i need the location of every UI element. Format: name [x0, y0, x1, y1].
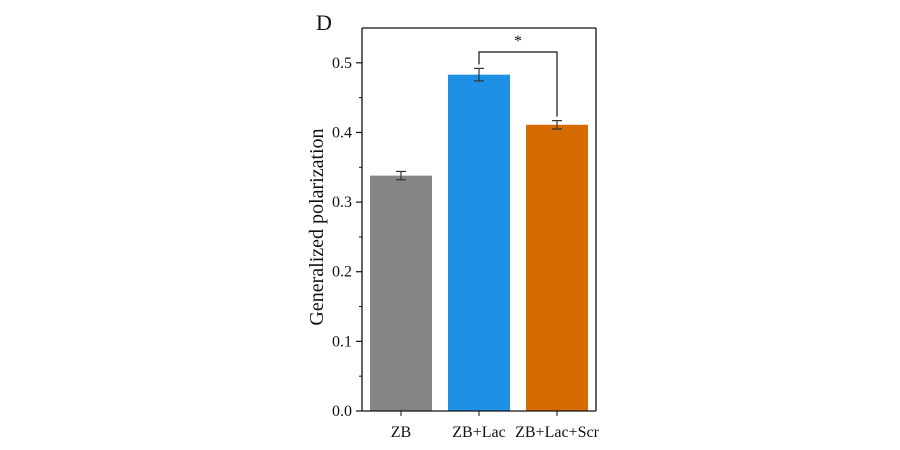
- y-tick-label: 0.2: [332, 264, 352, 281]
- y-axis-title: Generalized polarization: [306, 128, 328, 325]
- plot-area: ZB ZB+Lac ZB+Lac+Scr 0.0 0.1 0.2 0.3 0.4 0.5 *: [332, 27, 600, 441]
- x-tick-label: ZB: [391, 424, 411, 441]
- y-tick-label: 0.5: [332, 55, 352, 72]
- y-tick-label: 0.0: [332, 403, 352, 420]
- significance-label: *: [514, 33, 522, 50]
- x-tick-label: ZB+Lac: [452, 424, 505, 441]
- significance-bracket: [478, 51, 558, 117]
- bar: [370, 175, 432, 411]
- panel-letter: D: [316, 10, 332, 35]
- y-tick-label: 0.3: [332, 194, 352, 211]
- bar: [448, 74, 510, 411]
- x-tick-label: ZB+Lac+Scr: [515, 424, 599, 441]
- y-tick-label: 0.1: [332, 333, 352, 350]
- bar: [526, 124, 588, 411]
- y-tick-label: 0.4: [332, 124, 352, 141]
